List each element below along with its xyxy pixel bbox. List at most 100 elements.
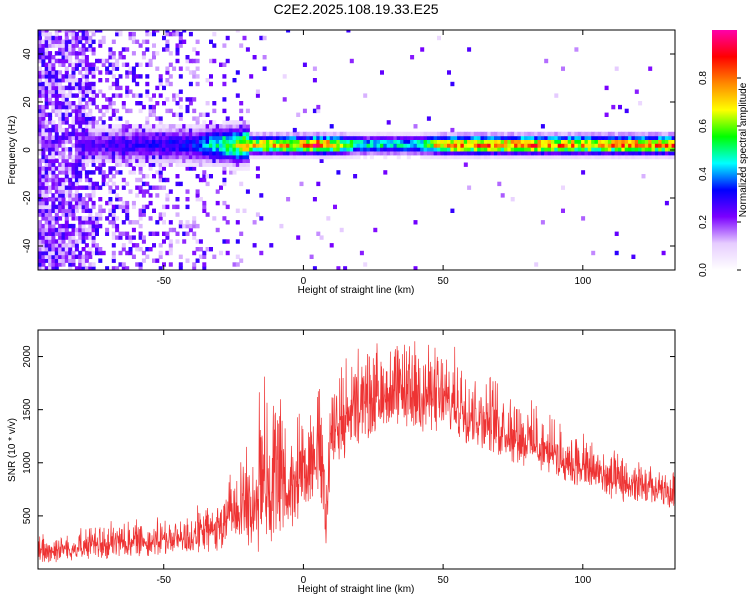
spectrogram-cell (118, 124, 123, 129)
spectrogram-cell (101, 177, 106, 183)
spectrogram-cell (564, 143, 569, 148)
spectrogram-cell (38, 47, 42, 52)
spectrogram-cell (658, 135, 663, 140)
spectrogram-cell (591, 131, 596, 137)
spectrogram-cell (141, 162, 146, 167)
spectrogram-cell (537, 131, 542, 137)
spectrogram-cell (601, 135, 606, 140)
spectrogram-cell (68, 262, 73, 267)
spectrogram-cell (61, 78, 66, 83)
spectrogram-cell (225, 58, 230, 64)
spectrogram-cell (78, 162, 83, 167)
spectrogram-cell (125, 231, 130, 236)
spectrogram-cell (359, 135, 364, 140)
spectrogram-cell (547, 154, 552, 160)
spectrogram-cell (440, 131, 445, 137)
spectrogram-cell (554, 139, 559, 144)
spectrogram-cell (74, 108, 79, 114)
spectrogram-cell (601, 147, 606, 152)
spectrogram-cell (651, 135, 656, 140)
spectrogram-cell (229, 154, 234, 160)
spectrogram-cell (145, 74, 150, 79)
spectrogram-cell (272, 147, 277, 152)
spectrogram-cell (306, 135, 311, 140)
spectrogram-cell (108, 166, 113, 171)
spectrogram-cell (78, 197, 83, 202)
spectrogram-cell (152, 147, 156, 152)
spectrogram-cell (319, 135, 324, 140)
spectrogram-cell (101, 174, 106, 179)
spectrogram-cell (91, 231, 96, 236)
spectrogram-cell (467, 139, 472, 144)
spectrogram-cell (71, 39, 76, 44)
spectrogram-cell (561, 135, 565, 140)
spectrogram-cell (88, 147, 93, 152)
spectrogram-cell (88, 193, 93, 198)
spectrogram-cell (413, 131, 418, 137)
spectrogram-cell (58, 81, 63, 87)
spectrogram-cell (81, 197, 86, 202)
spectrogram-cell (266, 131, 270, 137)
spectrogram-cell (567, 135, 572, 140)
spectrogram-cell (195, 58, 200, 64)
spectrogram-cell (215, 227, 220, 233)
spectrogram-cell (413, 151, 418, 156)
spectrogram-cell (369, 131, 374, 137)
spectrogram-cell (239, 258, 244, 263)
spectrogram-cell (101, 93, 106, 98)
spectrogram-cell (138, 131, 143, 137)
snr-y-label: SNR (10 * v/v) (7, 418, 18, 482)
spectrogram-cell (168, 154, 173, 160)
spectrogram-cell (111, 181, 116, 187)
spectrogram-cell (48, 177, 53, 183)
spectrogram-cell (88, 170, 93, 175)
spectrogram-cell (158, 254, 163, 259)
spectrogram-cell (292, 131, 297, 137)
spectrogram-cell (44, 127, 49, 133)
spectrogram-cell (95, 185, 99, 190)
spectrogram-cell (178, 131, 183, 137)
spectrogram-cell (98, 223, 103, 229)
spectrogram-cell (296, 151, 301, 156)
spectrogram-cell (71, 250, 76, 256)
spectrogram-y-label: Frequency (Hz) (7, 116, 18, 185)
spectrogram-cell (255, 139, 260, 144)
spectrogram-cell (128, 235, 133, 240)
spectrogram-cell (58, 227, 63, 233)
spectrogram-cell (138, 162, 143, 167)
spectrogram-cell (48, 43, 53, 48)
spectrogram-cell (165, 131, 170, 137)
spectrogram-cell (125, 216, 130, 221)
spectrogram-cell (195, 120, 200, 125)
spectrogram-cell (74, 85, 79, 91)
spectrogram-cell (51, 204, 56, 210)
spectrogram-cell (38, 158, 42, 163)
spectrogram-cell (326, 151, 331, 156)
spectrogram-cell (339, 131, 344, 137)
spectrogram-cell (316, 104, 321, 110)
spectrogram-cell (551, 143, 555, 148)
spectrogram-cell (44, 162, 49, 167)
spectrogram-cell (188, 147, 193, 152)
spectrogram-cell (41, 43, 46, 48)
spectrogram-cell (658, 143, 663, 148)
spectrogram-cell (209, 39, 213, 44)
spectrogram-cell (84, 266, 89, 270)
spectrogram-cell (101, 250, 106, 256)
spectrogram-cell (108, 185, 113, 190)
spectrogram-cell (551, 154, 555, 160)
spectrogram-cell (152, 43, 156, 48)
spectrogram-cell (259, 35, 264, 41)
spectrogram-cell (634, 131, 639, 137)
spectrogram-cell (88, 135, 93, 140)
spectrogram-cell (91, 30, 96, 33)
spectrogram-cell (54, 266, 59, 270)
spectrogram-cell (78, 154, 83, 160)
spectrogram-cell (380, 139, 384, 144)
spectrogram-cell (185, 55, 190, 60)
spectrogram-cell (292, 139, 297, 144)
spectrogram-cell (58, 120, 63, 125)
spectrogram-cell (48, 254, 53, 259)
spectrogram-cell (302, 147, 307, 152)
spectrogram-cell (557, 143, 562, 148)
